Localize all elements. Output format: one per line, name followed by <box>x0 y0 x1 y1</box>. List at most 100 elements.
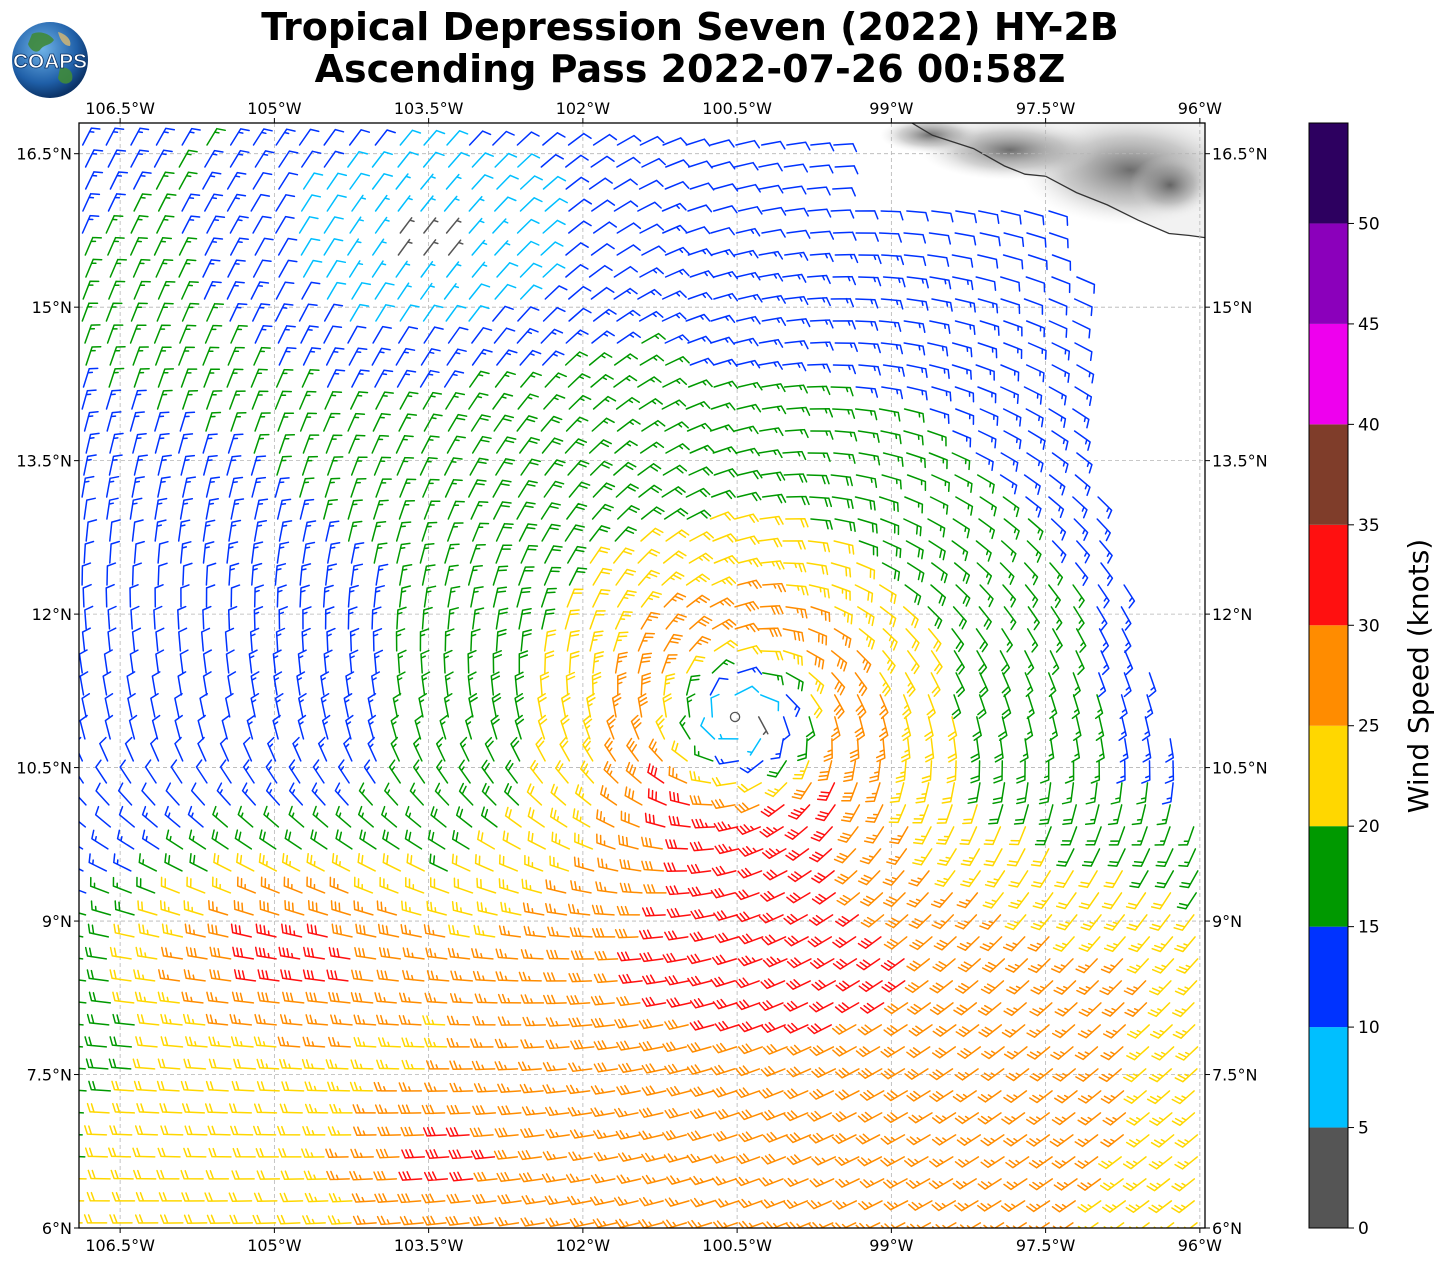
wind-barb <box>105 302 123 322</box>
wind-barb <box>638 1107 664 1118</box>
wind-barb <box>713 468 739 478</box>
wind-barb <box>992 782 1006 805</box>
lon-tick-label-top: 102°W <box>556 99 611 118</box>
wind-barb <box>840 804 861 823</box>
wind-barb <box>323 325 343 344</box>
wind-barb <box>954 474 973 493</box>
wind-barb <box>497 1016 522 1026</box>
wind-barb <box>518 608 532 630</box>
wind-barb <box>517 1150 543 1161</box>
wind-barb <box>1003 232 1025 248</box>
wind-barb <box>906 1134 931 1146</box>
wind-barb <box>85 258 103 278</box>
wind-barb <box>582 714 593 740</box>
wind-barb <box>253 1103 278 1114</box>
wind-barb <box>931 474 950 493</box>
wind-barb <box>855 320 879 331</box>
wind-barb <box>638 1219 663 1228</box>
wind-barb <box>1056 848 1075 867</box>
wind-barb <box>616 134 642 146</box>
wind-barb <box>978 518 996 540</box>
wind-barb <box>476 901 498 916</box>
wind-barb <box>734 977 760 989</box>
wind-barb <box>1027 518 1044 541</box>
wind-barb <box>823 738 833 762</box>
wind-barb <box>135 1036 158 1048</box>
wind-barb <box>1075 958 1098 974</box>
wind-barb <box>835 1067 860 1079</box>
wind-barb <box>1016 782 1029 805</box>
wind-barb <box>159 1103 183 1114</box>
wind-barb <box>90 900 112 916</box>
wind-barb <box>977 1090 1002 1103</box>
wind-barb <box>783 384 808 394</box>
wind-barb <box>133 969 156 982</box>
wind-barb <box>1050 606 1063 631</box>
wind-barb <box>109 540 121 564</box>
wind-barb <box>1051 276 1071 294</box>
wind-barb <box>565 264 589 278</box>
wind-barb <box>758 272 784 282</box>
wind-barb <box>954 980 979 994</box>
wind-barb <box>494 1127 519 1138</box>
wind-barb <box>358 782 373 806</box>
wind-barb <box>564 351 588 366</box>
wind-barb <box>301 281 321 300</box>
wind-barb <box>373 499 389 520</box>
wind-barb <box>686 953 712 965</box>
wind-barb <box>232 946 255 960</box>
wind-barb <box>565 1084 591 1095</box>
wind-barb <box>257 991 280 1004</box>
wind-barb <box>326 194 347 212</box>
wind-barb <box>1026 1200 1051 1213</box>
wind-barb <box>855 694 867 719</box>
wind-barb <box>663 592 687 608</box>
wind-barb <box>325 434 343 454</box>
wind-barb <box>174 714 183 740</box>
wind-barb <box>613 287 638 300</box>
wind-barb <box>709 597 735 608</box>
wind-barb <box>136 876 156 894</box>
wind-barb <box>226 171 247 190</box>
wind-barb <box>618 1062 643 1074</box>
wind-barb <box>714 1198 740 1208</box>
wind-barb <box>396 456 415 476</box>
wind-barb <box>1000 386 1019 405</box>
wind-barb <box>713 292 739 302</box>
wind-barb <box>1001 672 1011 698</box>
wind-barb <box>671 740 688 762</box>
wind-barb <box>758 537 783 548</box>
wind-barb <box>494 196 517 212</box>
wind-barb <box>979 320 1000 336</box>
wind-barb <box>811 1156 837 1166</box>
wind-barb <box>275 627 286 652</box>
wind-barb <box>348 347 368 366</box>
wind-barb <box>737 293 763 303</box>
wind-barb <box>615 483 639 498</box>
wind-barb <box>904 584 922 606</box>
wind-barb <box>206 302 225 322</box>
wind-barb <box>664 1063 689 1075</box>
wind-barb <box>206 215 226 234</box>
wind-barb <box>278 259 298 278</box>
wind-barb <box>445 173 462 190</box>
wind-barb <box>544 650 555 674</box>
wind-barb <box>190 782 206 806</box>
wind-barb <box>274 303 294 322</box>
wind-barb <box>1073 430 1091 451</box>
wind-barb <box>89 876 110 894</box>
wind-barb <box>733 337 759 347</box>
wind-barb <box>783 163 809 173</box>
wind-barb <box>311 782 326 806</box>
wind-barb <box>565 176 590 190</box>
wind-barb <box>413 736 423 762</box>
wind-barb <box>979 584 994 608</box>
wind-barb <box>807 363 831 373</box>
wind-barb <box>1051 1024 1076 1039</box>
wind-barb <box>395 173 411 190</box>
wind-barb <box>664 1019 689 1030</box>
wind-barb <box>275 368 294 388</box>
wind-barb <box>1119 738 1129 763</box>
wind-barb <box>181 991 204 1004</box>
wind-barb <box>157 193 177 212</box>
